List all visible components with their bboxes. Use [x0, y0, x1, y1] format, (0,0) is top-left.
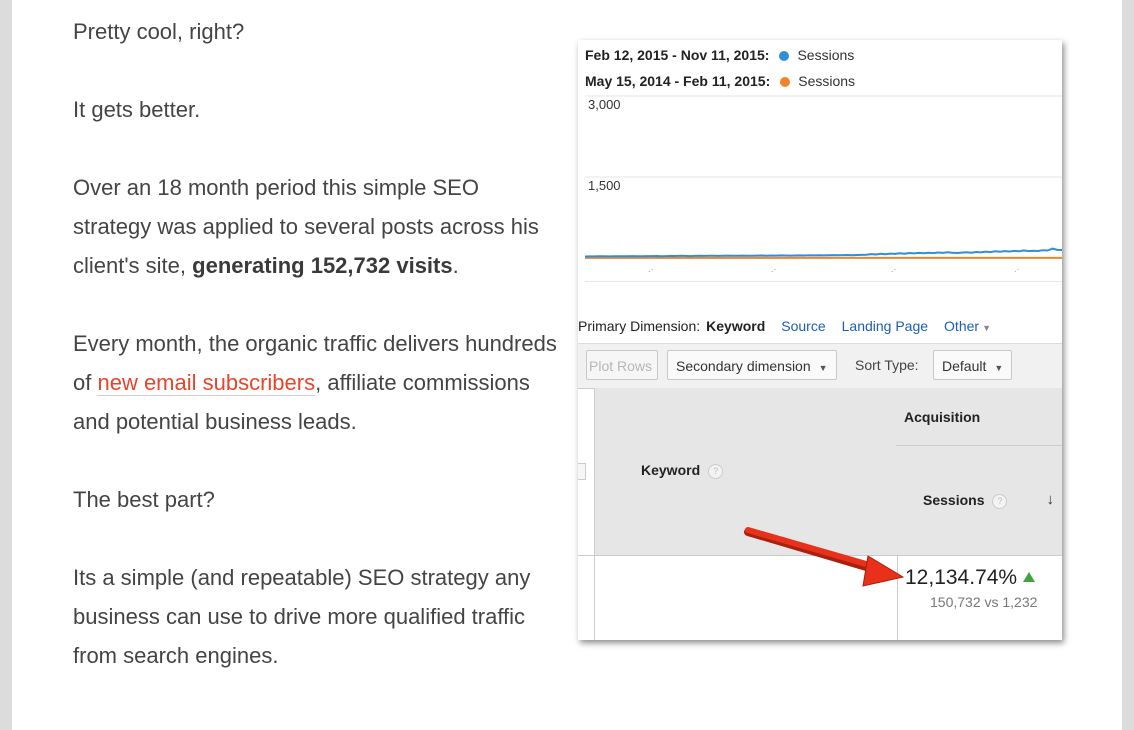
primary-dimension-label: Primary Dimension: [578, 318, 701, 334]
acquisition-group-header: Acquisition [896, 388, 1062, 446]
table-toolbar: Plot Rows Secondary dimension ▼ Sort Type… [578, 343, 1062, 389]
y-tick-label: 3,000 [588, 97, 621, 112]
x-tick-mark: .· [1014, 264, 1020, 274]
up-arrow-icon [1023, 572, 1036, 582]
sort-descending-icon[interactable]: ↓ [1046, 491, 1055, 508]
article-body: Pretty cool, right? It gets better. Over… [73, 12, 563, 714]
x-tick-mark: .· [891, 264, 897, 274]
paragraph-3: Over an 18 month period this simple SEO … [73, 168, 563, 285]
red-arrow-icon [744, 527, 905, 587]
p4-end: , affiliate commissions and potential bu… [73, 370, 530, 434]
right-margin-bar [1122, 0, 1134, 730]
sessions-change-value: 12,134.74% [905, 566, 1036, 590]
paragraph-6: Its a simple (and repeatable) SEO strate… [73, 565, 531, 668]
y-tick-label: 1,500 [588, 178, 621, 193]
p4-text: Every month, the organic traffic deliver… [73, 331, 557, 395]
email-subscribers-link[interactable]: new email subscribers [97, 370, 316, 396]
keyword-cell [594, 556, 898, 640]
data-table: Keyword? Acquisition Sessions? ↓ 12,134.… [578, 388, 1062, 640]
keyword-header-label: Keyword [641, 462, 701, 478]
change-percent: 12,134.74% [905, 566, 1018, 589]
keyword-header-cell: Keyword? [594, 388, 898, 555]
x-tick-mark: .· [648, 264, 654, 274]
dimension-link-source[interactable]: Source [781, 318, 826, 334]
legend-label: Sessions [797, 47, 855, 63]
sessions-header-label: Sessions [923, 492, 985, 508]
sort-type-dropdown[interactable]: Default ▼ [933, 350, 1013, 380]
left-margin-bar [0, 0, 12, 730]
paragraph-1: Pretty cool, right? [73, 19, 245, 44]
paragraph-5: The best part? [73, 487, 215, 512]
visits-highlight: generating 152,732 visits [192, 253, 453, 278]
secondary-dimension-label: Secondary dimension [676, 358, 811, 374]
dimension-keyword-current: Keyword [706, 318, 766, 334]
paragraph-4: Every month, the organic traffic deliver… [73, 324, 563, 441]
paragraph-2: It gets better. [73, 97, 201, 122]
legend-dot-icon [779, 51, 790, 61]
legend-dot-icon [780, 77, 791, 87]
chevron-down-icon: ▼ [982, 323, 991, 333]
dimension-link-landing-page[interactable]: Landing Page [841, 318, 929, 334]
select-all-checkbox[interactable] [578, 463, 586, 480]
chevron-down-icon: ▼ [818, 363, 828, 373]
x-tick-mark: .· [771, 264, 777, 274]
p3-text: Over an 18 month period this simple SEO … [73, 175, 539, 278]
keyword-column-header[interactable]: Keyword? [641, 462, 724, 479]
dimension-link-other[interactable]: Other [944, 318, 980, 334]
legend-range: May 15, 2014 - Feb 11, 2015: [585, 73, 771, 89]
help-icon[interactable]: ? [708, 464, 724, 479]
sessions-column-header[interactable]: Sessions? ↓ [896, 446, 1062, 555]
sessions-comparison: 150,732 vs 1,232 [930, 594, 1038, 610]
legend-current-range: Feb 12, 2015 - Nov 11, 2015: Sessions [585, 47, 854, 63]
analytics-screenshot: Feb 12, 2015 - Nov 11, 2015: Sessions May… [578, 40, 1062, 640]
help-icon[interactable]: ? [992, 494, 1008, 509]
chevron-down-icon: ▼ [994, 363, 1004, 373]
sessions-line-chart: .· .· .· .· [584, 95, 1062, 282]
legend-previous-range: May 15, 2014 - Feb 11, 2015: Sessions [585, 73, 855, 89]
sort-type-label: Sort Type: [855, 357, 919, 373]
primary-dimension-bar: Primary Dimension: Keyword Source Landing P… [578, 318, 991, 334]
p3-end: . [452, 253, 459, 278]
table-row: 12,134.74% 150,732 vs 1,232 [578, 555, 1062, 640]
legend-range: Feb 12, 2015 - Nov 11, 2015: [585, 47, 770, 63]
legend-label: Sessions [798, 73, 856, 89]
sort-type-value: Default [942, 358, 987, 374]
plot-rows-button[interactable]: Plot Rows [586, 350, 658, 380]
secondary-dimension-dropdown[interactable]: Secondary dimension ▼ [667, 350, 837, 380]
series-line-current [584, 247, 1062, 258]
